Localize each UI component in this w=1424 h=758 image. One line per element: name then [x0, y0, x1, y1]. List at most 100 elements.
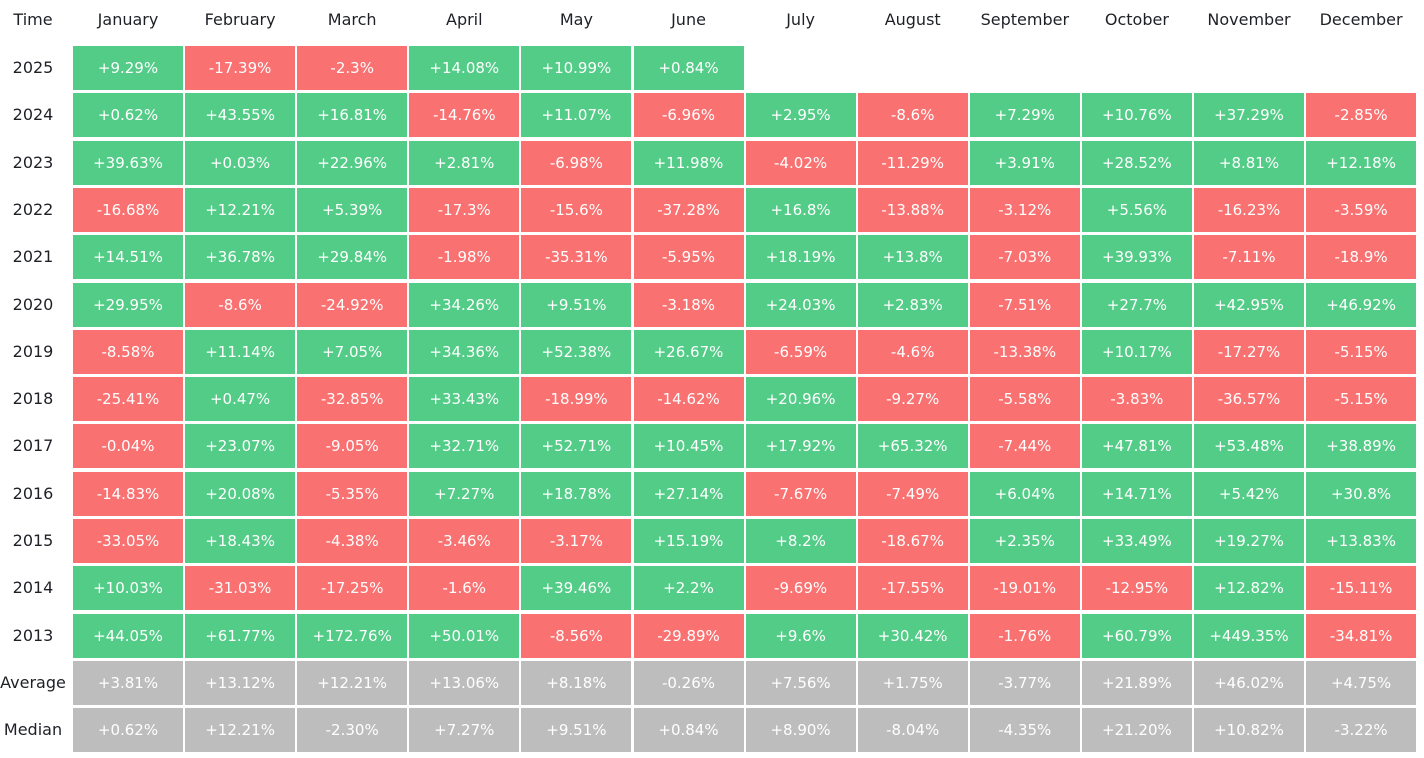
- return-cell-2016-april: +7.27%: [409, 471, 520, 516]
- column-header-june: June: [671, 10, 706, 29]
- return-cell-2023-july: -4.02%: [745, 140, 856, 185]
- return-cell-2021-july: +18.19%: [745, 235, 856, 280]
- return-cell-2016-october: +14.71%: [1081, 471, 1192, 516]
- return-cell-2014-january: +10.03%: [73, 566, 183, 611]
- return-cell-average-august: +1.75%: [857, 660, 968, 705]
- column-header-august: August: [884, 10, 941, 29]
- return-cell-2020-june: -3.18%: [633, 282, 744, 327]
- return-cell-2017-may: +52.71%: [521, 424, 632, 469]
- return-cell-average-may: +8.18%: [521, 660, 632, 705]
- return-cell-average-february: +13.12%: [185, 660, 296, 705]
- return-cell-2019-february: +11.14%: [185, 329, 296, 374]
- row-label-2019: 2019: [12, 341, 54, 361]
- return-cell-2021-march: +29.84%: [297, 235, 408, 280]
- return-cell-2018-january: -25.41%: [73, 377, 183, 422]
- return-cell-2014-july: -9.69%: [745, 566, 856, 611]
- return-cell-2015-march: -4.38%: [297, 519, 408, 563]
- row-label-2023: 2023: [12, 152, 54, 172]
- column-header-january: January: [97, 10, 159, 29]
- row-label-2014: 2014: [12, 578, 54, 598]
- return-cell-2022-january: -16.68%: [73, 187, 183, 232]
- return-cell-2024-may: +11.07%: [521, 93, 632, 138]
- return-cell-2013-december: -34.81%: [1306, 613, 1417, 658]
- column-header-july: July: [786, 10, 815, 29]
- return-cell-2018-october: -3.83%: [1081, 377, 1192, 422]
- return-cell-2018-february: +0.47%: [185, 377, 296, 422]
- return-cell-2013-may: -8.56%: [521, 613, 632, 658]
- return-cell-2025-february: -17.39%: [185, 46, 296, 90]
- return-cell-2021-april: -1.98%: [409, 235, 520, 280]
- return-cell-2021-october: +39.93%: [1081, 235, 1192, 280]
- return-cell-2022-february: +12.21%: [185, 187, 296, 232]
- return-cell-median-may: +9.51%: [521, 708, 632, 753]
- return-cell-2013-april: +50.01%: [409, 613, 520, 658]
- return-cell-2022-november: -16.23%: [1194, 187, 1304, 232]
- return-cell-2019-april: +34.36%: [409, 329, 520, 374]
- return-cell-2024-april: -14.76%: [409, 93, 520, 138]
- return-cell-2017-december: +38.89%: [1306, 424, 1417, 469]
- return-cell-2022-april: -17.3%: [409, 187, 520, 232]
- return-cell-median-july: +8.90%: [745, 708, 856, 753]
- return-cell-2018-november: -36.57%: [1194, 377, 1304, 422]
- return-cell-2024-january: +0.62%: [73, 93, 183, 138]
- return-cell-median-january: +0.62%: [73, 708, 183, 753]
- return-cell-average-march: +12.21%: [297, 660, 408, 705]
- return-cell-2014-june: +2.2%: [633, 566, 744, 611]
- return-cell-2018-april: +33.43%: [409, 377, 520, 422]
- return-cell-2018-september: -5.58%: [969, 377, 1080, 422]
- return-cell-2017-june: +10.45%: [633, 424, 744, 469]
- return-cell-2014-february: -31.03%: [185, 566, 296, 611]
- return-cell-2023-january: +39.63%: [73, 140, 183, 185]
- column-header-february: February: [204, 10, 276, 29]
- return-cell-2018-may: -18.99%: [521, 377, 632, 422]
- column-header-april: April: [446, 10, 483, 29]
- return-cell-2020-december: +46.92%: [1306, 282, 1417, 327]
- return-cell-2018-august: -9.27%: [857, 377, 968, 422]
- return-cell-2015-july: +8.2%: [745, 519, 856, 563]
- return-cell-2023-september: +3.91%: [969, 140, 1080, 185]
- return-cell-2016-may: +18.78%: [521, 471, 632, 516]
- return-cell-2019-october: +10.17%: [1081, 329, 1192, 374]
- return-cell-2024-june: -6.96%: [633, 93, 744, 138]
- return-cell-median-september: -4.35%: [969, 708, 1080, 753]
- return-cell-2017-september: -7.44%: [969, 424, 1080, 469]
- return-cell-2014-september: -19.01%: [969, 566, 1080, 611]
- return-cell-median-november: +10.82%: [1194, 708, 1304, 753]
- return-cell-average-september: -3.77%: [969, 660, 1080, 705]
- return-cell-2015-april: -3.46%: [409, 519, 520, 563]
- return-cell-2019-august: -4.6%: [857, 329, 968, 374]
- return-cell-2024-march: +16.81%: [297, 93, 408, 138]
- return-cell-2021-may: -35.31%: [521, 235, 632, 280]
- return-cell-2024-august: -8.6%: [857, 93, 968, 138]
- return-cell-2023-march: +22.96%: [297, 140, 408, 185]
- return-cell-median-december: -3.22%: [1306, 708, 1417, 753]
- return-cell-average-june: -0.26%: [633, 660, 744, 705]
- return-cell-2017-october: +47.81%: [1081, 424, 1192, 469]
- row-label-2015: 2015: [12, 531, 54, 550]
- return-cell-2016-december: +30.8%: [1306, 471, 1417, 516]
- return-cell-2020-january: +29.95%: [73, 282, 183, 327]
- return-cell-2015-february: +18.43%: [185, 519, 296, 563]
- return-cell-2013-february: +61.77%: [185, 613, 296, 658]
- return-cell-2019-may: +52.38%: [521, 329, 632, 374]
- return-cell-2017-july: +17.92%: [745, 424, 856, 469]
- return-cell-2021-june: -5.95%: [633, 235, 744, 280]
- return-cell-2020-august: +2.83%: [857, 282, 968, 327]
- return-cell-2016-september: +6.04%: [969, 471, 1080, 516]
- return-cell-2023-may: -6.98%: [521, 140, 632, 185]
- return-cell-2025-april: +14.08%: [409, 46, 520, 90]
- return-cell-2020-february: -8.6%: [185, 282, 296, 327]
- row-label-2017: 2017: [12, 436, 54, 456]
- return-cell-2025-march: -2.3%: [297, 46, 408, 90]
- return-cell-2022-december: -3.59%: [1306, 187, 1417, 232]
- row-label-2025: 2025: [12, 58, 54, 77]
- row-label-2016: 2016: [12, 483, 54, 503]
- column-header-september: September: [980, 10, 1070, 29]
- return-cell-2022-march: +5.39%: [297, 187, 408, 232]
- return-cell-2013-october: +60.79%: [1081, 613, 1192, 658]
- return-cell-2013-march: +172.76%: [297, 613, 408, 658]
- column-header-december: December: [1319, 10, 1403, 29]
- row-label-average: Average: [0, 672, 66, 692]
- return-cell-2014-december: -15.11%: [1306, 566, 1417, 611]
- return-cell-2015-november: +19.27%: [1194, 519, 1304, 563]
